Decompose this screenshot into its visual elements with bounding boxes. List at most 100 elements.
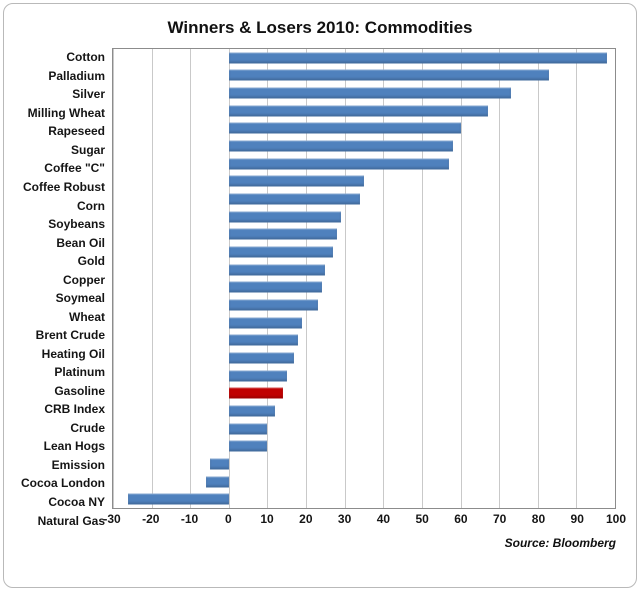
bar-row xyxy=(113,120,615,138)
bar xyxy=(128,493,229,505)
gridline xyxy=(460,49,462,508)
x-tick-label: -30 xyxy=(103,512,121,526)
bar-row xyxy=(113,367,615,385)
x-tick-label: -10 xyxy=(180,512,199,526)
category-label: Heating Oil xyxy=(41,346,105,361)
bar xyxy=(205,476,229,488)
category-label: Rapeseed xyxy=(48,124,105,139)
gridline xyxy=(344,49,346,508)
bar xyxy=(228,440,268,452)
category-label: Natural Gas xyxy=(37,513,105,528)
category-label: Gold xyxy=(77,254,105,269)
bar-row xyxy=(113,490,615,508)
bar xyxy=(228,140,453,152)
bar-row xyxy=(113,49,615,67)
bar xyxy=(228,334,299,346)
gridline xyxy=(267,49,269,508)
category-label: CRB Index xyxy=(44,402,105,417)
bar-row xyxy=(113,384,615,402)
bar xyxy=(228,87,511,99)
gridline xyxy=(190,49,192,508)
category-label: Bean Oil xyxy=(56,235,105,250)
category-label: Gasoline xyxy=(54,383,105,398)
category-label: Emission xyxy=(51,457,105,472)
category-label: Corn xyxy=(77,198,105,213)
bar-row xyxy=(113,137,615,155)
bar xyxy=(228,370,287,382)
bar xyxy=(228,264,326,276)
bar xyxy=(228,193,361,205)
category-label: Copper xyxy=(63,272,105,287)
bar-row xyxy=(113,84,615,102)
x-axis: -30 -20 -10 0 10 20 30 40 50 60 70 80 90 100 xyxy=(103,512,626,530)
bar-rows xyxy=(113,49,615,508)
bar-row xyxy=(113,102,615,120)
plot-area xyxy=(112,48,616,509)
bar-row xyxy=(113,455,615,473)
bar-row xyxy=(113,155,615,173)
x-tick-label: 50 xyxy=(415,512,429,526)
bar-row xyxy=(113,332,615,350)
gridline xyxy=(113,49,114,508)
gridline xyxy=(421,49,423,508)
gridline xyxy=(383,49,385,508)
bar-row xyxy=(113,173,615,191)
bar xyxy=(228,122,461,134)
gridline xyxy=(228,49,230,508)
category-label: Brent Crude xyxy=(35,328,105,343)
gridline xyxy=(537,49,539,508)
bar xyxy=(228,317,303,329)
bar xyxy=(228,246,334,258)
highlight-bar xyxy=(228,387,283,399)
bar-row xyxy=(113,402,615,420)
category-label: Coffee Robust xyxy=(23,179,105,194)
bar-row xyxy=(113,67,615,85)
category-label: Platinum xyxy=(54,365,105,380)
bar-row xyxy=(113,243,615,261)
category-label: Sugar xyxy=(70,142,105,157)
chart-card: Winners & Losers 2010: Commodities Cotto… xyxy=(3,3,637,588)
category-label: Wheat xyxy=(69,309,105,324)
plot-wrap: -30 -20 -10 0 10 20 30 40 50 60 70 80 90 100 xyxy=(103,48,626,530)
category-label: Crude xyxy=(70,420,105,435)
category-label: Soybeans xyxy=(48,217,105,232)
bar xyxy=(228,69,550,81)
category-label: Milling Wheat xyxy=(27,105,105,120)
category-label: Soymeal xyxy=(55,291,105,306)
bar-row xyxy=(113,349,615,367)
x-tick-label: 70 xyxy=(493,512,507,526)
bar xyxy=(228,211,341,223)
category-label: Silver xyxy=(72,87,105,102)
bar xyxy=(228,352,295,364)
chart-title: Winners & Losers 2010: Commodities xyxy=(167,18,473,37)
x-tick-label: 80 xyxy=(531,512,546,526)
x-tick-label: 20 xyxy=(299,512,313,526)
bar xyxy=(228,299,318,311)
x-tick-label: 0 xyxy=(224,512,232,526)
bar-row xyxy=(113,473,615,491)
x-tick-label: 100 xyxy=(605,512,627,526)
bar xyxy=(228,52,608,64)
bar xyxy=(209,458,229,470)
bar-row xyxy=(113,420,615,438)
category-label: Cocoa London xyxy=(21,476,105,491)
gridline xyxy=(499,49,501,508)
bar-row xyxy=(113,261,615,279)
x-tick-label: 10 xyxy=(260,512,274,526)
category-label: Cocoa NY xyxy=(48,495,105,510)
bar-row xyxy=(113,437,615,455)
bar-row xyxy=(113,296,615,314)
category-label: Coffee "C" xyxy=(44,161,105,176)
bar xyxy=(228,228,337,240)
bar xyxy=(228,281,322,293)
category-labels: Cotton Palladium Silver Milling Wheat Rapese… xyxy=(10,48,112,530)
bar-row xyxy=(113,226,615,244)
bar xyxy=(228,423,268,435)
bar-row xyxy=(113,190,615,208)
bar xyxy=(228,175,364,187)
gridline xyxy=(306,49,308,508)
gridline xyxy=(151,49,153,508)
gridline xyxy=(615,49,616,508)
bar-row xyxy=(113,208,615,226)
bar-row xyxy=(113,279,615,297)
